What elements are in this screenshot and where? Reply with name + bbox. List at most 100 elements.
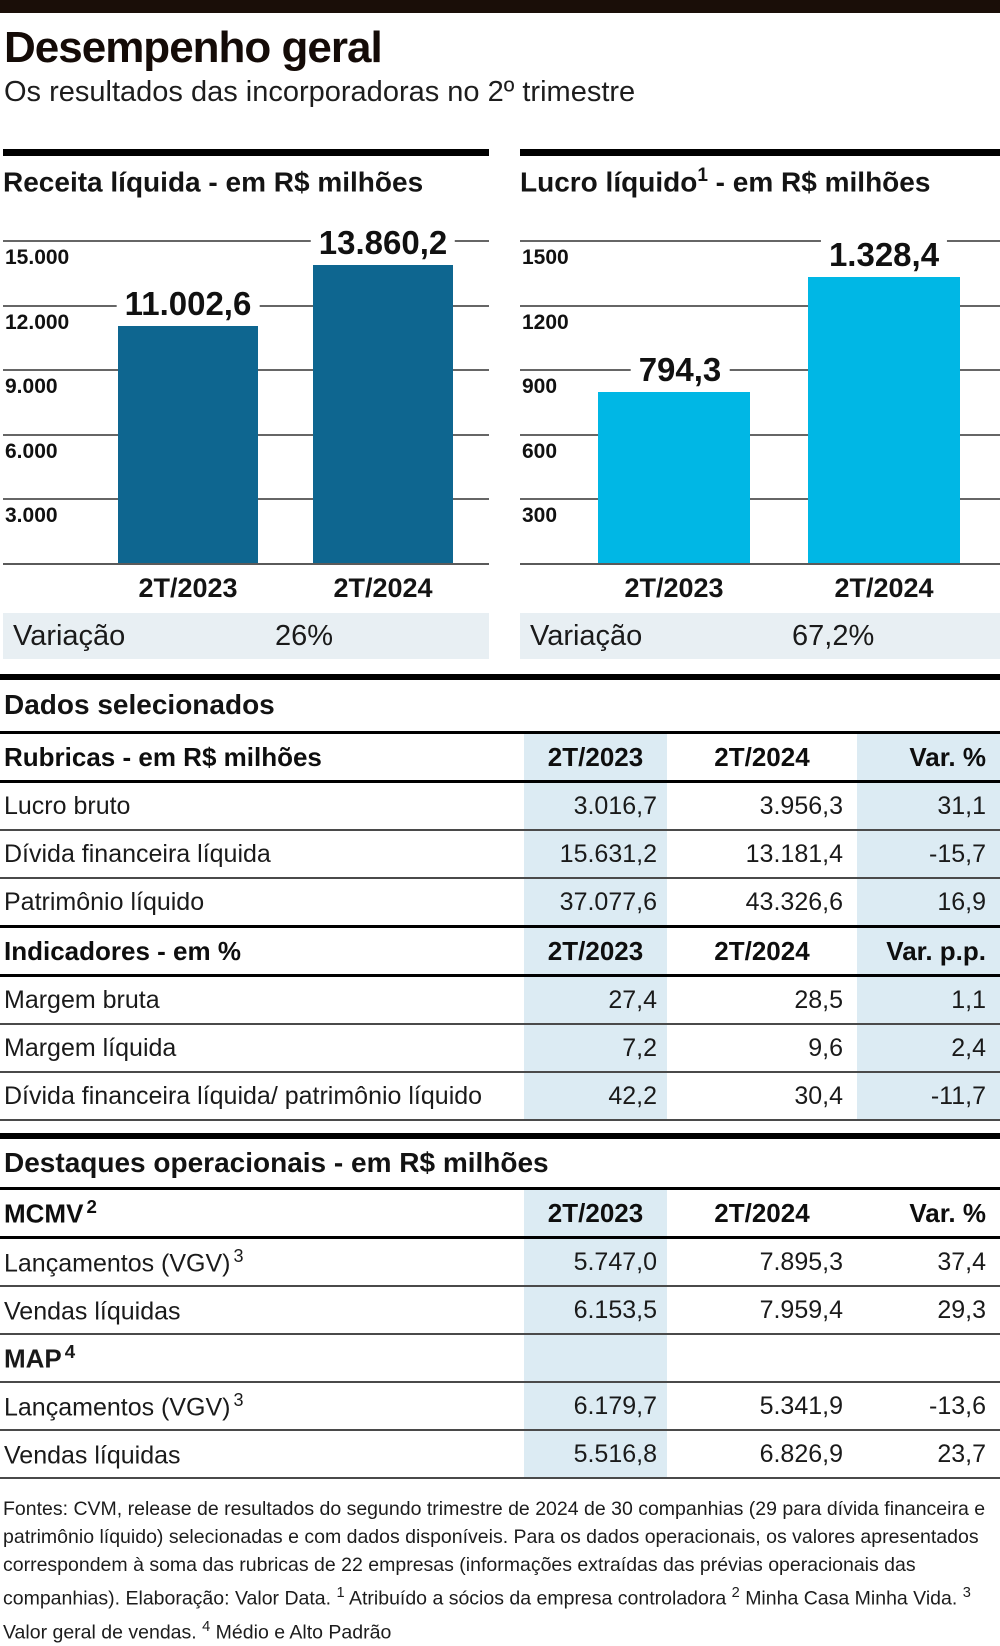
cell-value: 5.747,0 xyxy=(524,1237,667,1287)
cell-value: 43.326,6 xyxy=(667,878,857,928)
section-divider xyxy=(0,674,1000,680)
section-destaques-header: Destaques operacionais - em R$ milhões xyxy=(0,1133,1000,1187)
cell-value: 7.959,4 xyxy=(667,1286,857,1335)
gridline-15000 xyxy=(3,240,489,242)
row-label: Dívida financeira líquida/ patrimônio lí… xyxy=(0,1072,525,1121)
cell-value: 5.341,9 xyxy=(667,1382,857,1431)
section-title-dados: Dados selecionados xyxy=(4,689,275,720)
column-header: 2T/2024 xyxy=(667,925,857,977)
cell-value: 9,6 xyxy=(667,1024,857,1073)
y-tick-label: 12.000 xyxy=(5,311,76,335)
cell-value: 6.153,5 xyxy=(524,1286,667,1335)
table-row: Dívida financeira líquida 15.631,2 13.18… xyxy=(0,830,1000,879)
top-black-bar xyxy=(0,0,1000,13)
group-label: MCMV xyxy=(4,1198,84,1229)
variation-value: 67,2% xyxy=(792,620,875,652)
cell-value: 30,4 xyxy=(667,1072,857,1121)
cell-value: 15.631,2 xyxy=(524,830,667,879)
footnote-sup-1: 1 xyxy=(336,1585,345,1601)
cell-value: 7.895,3 xyxy=(667,1237,857,1287)
row-label: Vendas líquidas xyxy=(0,1286,525,1335)
cell-value: 13.181,4 xyxy=(667,830,857,879)
cell-value: 6.826,9 xyxy=(667,1430,857,1479)
table-destaques-operacionais: MCMV 2 2T/2023 2T/2024 Var. % Lançamentos… xyxy=(0,1187,1000,1479)
y-tick-label: 1200 xyxy=(522,311,575,335)
category-label: 2T/2023 xyxy=(138,573,238,603)
bar-value-label: 11.002,6 xyxy=(116,285,260,323)
column-header: MCMV 2 xyxy=(0,1187,525,1239)
bar-value-label: 794,3 xyxy=(630,351,730,389)
x-axis-line xyxy=(3,563,489,565)
column-header: Var. p.p. xyxy=(856,925,1000,977)
chart-title-sup: 1 xyxy=(697,165,708,186)
cell-value: 3.016,7 xyxy=(524,781,667,831)
group-label-sup: 2 xyxy=(86,1196,97,1218)
bar-2t2023 xyxy=(598,392,750,563)
page-subtitle: Os resultados das incorporadoras no 2º t… xyxy=(4,76,636,108)
chart-title-rest: - em R$ milhões xyxy=(707,166,931,198)
plot-area-receita: 3.000 6.000 9.000 12.000 15.000 11.002,6… xyxy=(3,203,489,565)
cell-value: -11,7 xyxy=(856,1072,1000,1121)
y-tick-label: 1500 xyxy=(522,246,575,270)
footnote-sup-3: 3 xyxy=(962,1585,971,1601)
cell-value: 27,4 xyxy=(524,975,667,1025)
column-header: 2T/2023 xyxy=(524,925,667,977)
table-row: Lançamentos (VGV) 3 5.747,0 7.895,3 37,4 xyxy=(0,1237,1000,1287)
cell-value: 3.956,3 xyxy=(667,781,857,831)
page-header: Desempenho geral Os resultados das incor… xyxy=(0,13,1000,109)
table-row: Dívida financeira líquida/ patrimônio lí… xyxy=(0,1072,1000,1121)
empty-cell xyxy=(667,1334,857,1383)
column-header: Var. % xyxy=(856,1187,1000,1239)
table-header-indicadores: Indicadores - em % 2T/2023 2T/2024 Var. … xyxy=(0,925,1000,977)
chart-title-lucro: Lucro líquido1 - em R$ milhões xyxy=(520,149,1000,201)
cell-value: 7,2 xyxy=(524,1024,667,1073)
cell-value: 37,4 xyxy=(856,1237,1000,1287)
cell-value: 37.077,6 xyxy=(524,878,667,928)
variation-band-receita: Variação 26% xyxy=(3,613,489,659)
cell-value: 6.179,7 xyxy=(524,1382,667,1431)
table-header-rubricas: Rubricas - em R$ milhões 2T/2023 2T/2024… xyxy=(0,731,1000,783)
variation-value: 26% xyxy=(275,620,334,652)
category-label: 2T/2024 xyxy=(834,573,934,603)
variation-label: Variação xyxy=(13,620,126,652)
charts-row: Receita líquida - em R$ milhões 3.000 6.… xyxy=(0,149,1000,659)
row-label: Margem bruta xyxy=(0,975,525,1025)
table-subheader-map: MAP 4 xyxy=(0,1334,1000,1383)
y-tick-label: 3.000 xyxy=(5,504,64,528)
cell-value: 2,4 xyxy=(856,1024,1000,1073)
cell-value: 1,1 xyxy=(856,975,1000,1025)
table-row: Margem líquida 7,2 9,6 2,4 xyxy=(0,1024,1000,1073)
cell-value: 31,1 xyxy=(856,781,1000,831)
y-tick-label: 15.000 xyxy=(5,246,76,270)
table-dados-selecionados: Rubricas - em R$ milhões 2T/2023 2T/2024… xyxy=(0,731,1000,1121)
column-header: 2T/2024 xyxy=(667,731,857,783)
chart-title-rest: - em R$ milhões xyxy=(200,166,424,198)
bar-2t2023 xyxy=(118,326,258,563)
plot-area-lucro: 300 600 900 1200 1500 794,3 1.328,4 xyxy=(520,203,1000,565)
row-label: Vendas líquidas xyxy=(0,1430,525,1479)
chart-title-text: Lucro líquido xyxy=(520,166,698,198)
cell-value: 28,5 xyxy=(667,975,857,1025)
y-tick-label: 300 xyxy=(522,504,564,528)
category-axis: 2T/2023 2T/2024 xyxy=(520,565,1000,609)
row-label: Dívida financeira líquida xyxy=(0,830,525,879)
cell-value: 5.516,8 xyxy=(524,1430,667,1479)
row-label: Lançamentos (VGV) 3 xyxy=(0,1237,525,1287)
gridline-1200 xyxy=(520,305,1000,307)
table-row: Vendas líquidas 5.516,8 6.826,9 23,7 xyxy=(0,1430,1000,1479)
cell-value: -13,6 xyxy=(856,1382,1000,1431)
table-header-mcmv: MCMV 2 2T/2023 2T/2024 Var. % xyxy=(0,1187,1000,1239)
group-label: MAP 4 xyxy=(0,1334,525,1383)
gridline-600 xyxy=(520,434,1000,436)
chart-title-text: Receita líquida xyxy=(3,166,201,198)
variation-band-lucro: Variação 67,2% xyxy=(520,613,1000,659)
section-title-destaques: Destaques operacionais - em R$ milhões xyxy=(4,1147,549,1178)
chart-lucro-liquido: Lucro líquido1 - em R$ milhões 300 600 9… xyxy=(520,149,1000,659)
empty-cell xyxy=(856,1334,1000,1383)
sources-footnote: Fontes: CVM, release de resultados do se… xyxy=(3,1495,997,1646)
x-axis-line xyxy=(520,563,1000,565)
cell-value: 29,3 xyxy=(856,1286,1000,1335)
bar-2t2024 xyxy=(808,277,960,563)
category-label: 2T/2023 xyxy=(624,573,724,603)
footnote-sup-2: 2 xyxy=(731,1585,740,1601)
